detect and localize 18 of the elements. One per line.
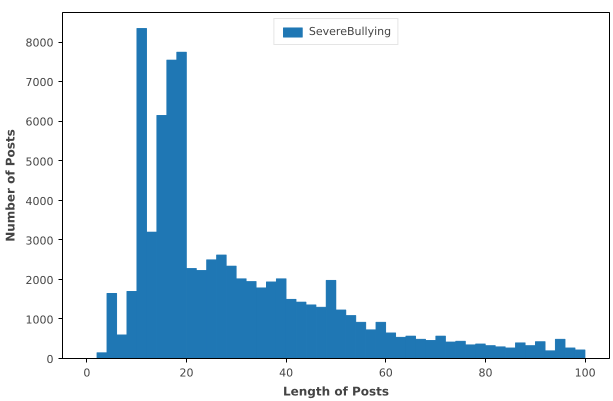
x-tick-label: 40 [279,366,294,380]
y-tick-label: 6000 [26,116,54,129]
x-tick-label: 60 [378,366,393,380]
x-tick-label: 100 [574,366,596,380]
x-tick-label: 80 [478,366,492,380]
y-tick-label: 1000 [26,313,54,326]
y-tick-label: 7000 [26,76,54,90]
x-tick-label: 0 [83,366,90,380]
legend-label: SevereBullying [308,25,392,38]
x-tick-label: 20 [180,366,194,380]
y-tick-label: 8000 [26,36,54,50]
y-tick-label: 2000 [26,274,54,287]
y-axis-title: Number of Posts [4,129,18,242]
y-tick-label: 3000 [26,234,54,248]
y-tick-label: 0 [46,353,54,366]
x-axis-title: Length of Posts [282,384,390,398]
y-tick-label: 5000 [26,155,54,168]
y-tick-label: 4000 [26,194,54,208]
